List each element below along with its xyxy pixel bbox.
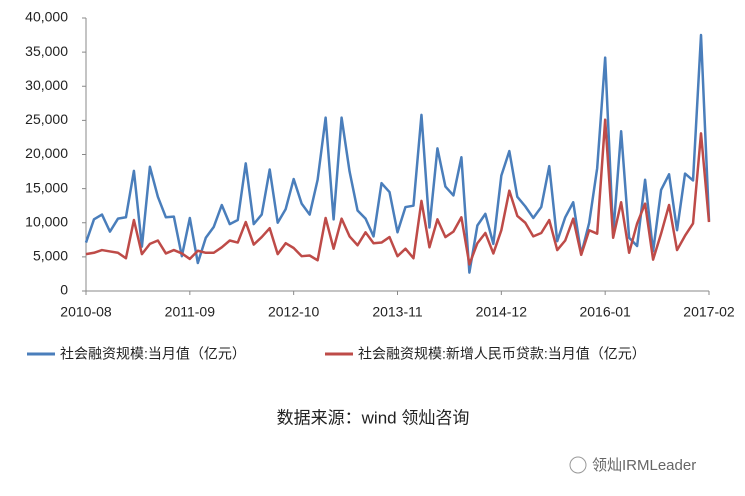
legend-label: 社会融资规模:新增人民币贷款:当月值（亿元）: [358, 346, 646, 362]
watermark: 领灿IRMLeader: [592, 457, 696, 474]
y-tick-label: 15,000: [25, 179, 68, 195]
y-tick-label: 40,000: [25, 9, 68, 25]
y-tick-label: 25,000: [25, 111, 68, 127]
y-tick-label: 20,000: [25, 145, 68, 161]
x-tick-label: 2010-08: [60, 304, 112, 320]
source-note: 数据来源：wind 领灿咨询: [277, 408, 470, 427]
y-tick-label: 10,000: [25, 213, 68, 229]
x-tick-label: 2012-10: [268, 304, 320, 320]
y-tick-label: 30,000: [25, 77, 68, 93]
watermark-icon: [569, 456, 587, 474]
x-tick-label: 2014-12: [476, 304, 528, 320]
x-tick-label: 2013-11: [372, 304, 423, 320]
series-line: [85, 118, 711, 266]
x-tick-label: 2011-09: [165, 304, 216, 320]
y-tick-label: 0: [60, 282, 68, 298]
x-tick-label: 2017-02: [683, 304, 735, 320]
x-tick-label: 2016-01: [579, 304, 631, 320]
y-tick-label: 5,000: [33, 248, 68, 264]
legend-label: 社会融资规模:当月值（亿元）: [60, 346, 246, 362]
y-tick-label: 35,000: [25, 43, 68, 59]
series-line: [84, 33, 711, 274]
